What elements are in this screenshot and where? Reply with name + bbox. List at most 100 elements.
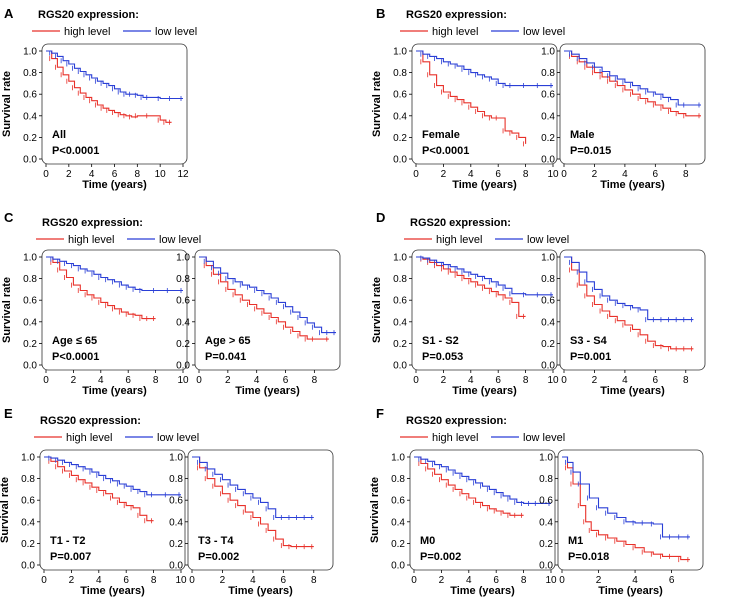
plot-frame xyxy=(411,249,558,371)
x-tick-label: 8 xyxy=(683,169,689,180)
subgroup-label: T1 - T2 xyxy=(50,535,85,547)
p-value-label: P=0.053 xyxy=(422,351,463,363)
x-axis-label: Time (years) xyxy=(82,179,147,191)
x-tick-label: 10 xyxy=(547,375,559,386)
p-value-label: P<0.0001 xyxy=(52,351,99,363)
legend-low-label: low level xyxy=(157,432,199,444)
km-panel-D: 0.0 0.2 0.4 0.6 0.8 1.0 0 2 4 6 8 10 Time (years) Sur… xyxy=(371,249,559,397)
x-tick-label: 2 xyxy=(439,575,445,586)
p-value-label: P=0.018 xyxy=(568,551,609,563)
y-tick-label: 0.4 xyxy=(23,111,37,122)
p-value-label: P=0.015 xyxy=(570,145,611,157)
x-tick-label: 10 xyxy=(547,169,559,180)
km-panel-C: 0.0 0.2 0.4 0.6 0.8 1.0 0 2 4 6 8 10 Time (years) Sur… xyxy=(1,249,189,397)
y-tick-label: 0.2 xyxy=(393,133,407,144)
km-panel-E: 0.0 0.2 0.4 0.6 0.8 1.0 0 2 4 6 8 10 Time (years) Sur… xyxy=(0,449,187,597)
y-tick-label: 0.2 xyxy=(539,539,553,550)
x-tick-label: 0 xyxy=(41,575,47,586)
x-axis-label: Time (years) xyxy=(82,385,147,397)
y-tick-label: 0.8 xyxy=(21,474,35,485)
y-tick-label: 0.2 xyxy=(541,133,555,144)
x-tick-label: 6 xyxy=(495,169,501,180)
km-curve-low xyxy=(562,456,690,538)
x-tick-label: 6 xyxy=(112,169,118,180)
y-tick-label: 0.8 xyxy=(393,68,407,79)
y-tick-label: 0.6 xyxy=(541,90,555,101)
panel-letter-A: A xyxy=(4,6,14,21)
y-tick-label: 0.8 xyxy=(169,474,183,485)
x-tick-label: 0 xyxy=(411,575,417,586)
x-axis-label: Time (years) xyxy=(600,179,665,191)
y-tick-label: 0.8 xyxy=(539,474,553,485)
y-axis-label: Survival rate xyxy=(1,277,13,343)
x-tick-label: 2 xyxy=(225,375,231,386)
y-tick-label: 0.4 xyxy=(393,317,407,328)
x-tick-label: 2 xyxy=(441,169,447,180)
y-tick-label: 1.0 xyxy=(176,253,190,264)
y-tick-label: 0.2 xyxy=(21,539,35,550)
y-tick-label: 0.8 xyxy=(391,474,405,485)
x-tick-label: 4 xyxy=(89,169,95,180)
y-tick-label: 0.0 xyxy=(541,155,555,166)
plot-frame xyxy=(559,43,706,165)
x-tick-label: 8 xyxy=(683,375,689,386)
km-panel-E2: 0.0 0.2 0.4 0.6 0.8 1.0 0 2 4 6 8 Time (years) T3 - … xyxy=(169,449,334,597)
y-tick-label: 1.0 xyxy=(23,47,37,58)
x-tick-label: 10 xyxy=(175,575,187,586)
y-tick-label: 0.0 xyxy=(539,561,553,572)
p-value-label: P=0.007 xyxy=(50,551,91,563)
x-tick-label: 0 xyxy=(413,169,419,180)
legend-low-label: low level xyxy=(155,26,197,38)
km-curve-low xyxy=(44,456,181,496)
panel-letter-F: F xyxy=(376,406,384,421)
x-axis-label: Time (years) xyxy=(452,179,517,191)
km-curve-high xyxy=(416,256,526,317)
y-tick-label: 1.0 xyxy=(539,453,553,464)
y-tick-label: 0.6 xyxy=(391,496,405,507)
y-axis-label: Survival rate xyxy=(0,477,11,543)
y-tick-label: 0.0 xyxy=(176,361,190,372)
km-panel-F: 0.0 0.2 0.4 0.6 0.8 1.0 0 2 4 6 8 10 Time (years) Sur… xyxy=(369,449,557,597)
p-value-label: P=0.041 xyxy=(205,351,246,363)
y-tick-label: 0.0 xyxy=(21,561,35,572)
km-curve-low xyxy=(192,456,314,519)
y-tick-label: 0.0 xyxy=(393,155,407,166)
km-curve-low xyxy=(564,256,694,321)
y-tick-label: 0.6 xyxy=(176,296,190,307)
x-tick-label: 0 xyxy=(559,575,565,586)
x-tick-label: 0 xyxy=(196,375,202,386)
y-tick-label: 0.2 xyxy=(391,539,405,550)
y-tick-label: 0.0 xyxy=(169,561,183,572)
p-value-label: P=0.002 xyxy=(420,551,461,563)
y-tick-label: 0.4 xyxy=(23,317,37,328)
km-curve-low xyxy=(416,50,553,87)
x-tick-label: 0 xyxy=(43,169,49,180)
km-panel-D2: 0.0 0.2 0.4 0.6 0.8 1.0 0 2 4 6 8 Time (years) S3 - … xyxy=(541,249,706,397)
p-value-label: P<0.0001 xyxy=(52,145,99,157)
legend-high-label: high level xyxy=(432,432,478,444)
legend-low-label: low level xyxy=(523,26,565,38)
legend-title: RGS20 expression: xyxy=(40,415,141,427)
x-tick-label: 4 xyxy=(250,575,256,586)
legend-low-label: low level xyxy=(527,234,569,246)
y-tick-label: 0.4 xyxy=(541,317,555,328)
y-tick-label: 0.4 xyxy=(21,517,35,528)
x-tick-label: 6 xyxy=(669,575,675,586)
x-tick-label: 10 xyxy=(177,375,189,386)
x-tick-label: 4 xyxy=(98,375,104,386)
x-tick-label: 4 xyxy=(468,375,474,386)
legend-title: RGS20 expression: xyxy=(406,415,507,427)
p-value-label: P=0.001 xyxy=(570,351,611,363)
x-tick-label: 8 xyxy=(523,169,529,180)
y-tick-label: 0.4 xyxy=(169,517,183,528)
legend-high-label: high level xyxy=(64,26,110,38)
y-tick-label: 0.8 xyxy=(23,274,37,285)
panel-letter-D: D xyxy=(376,210,385,225)
x-tick-label: 4 xyxy=(468,169,474,180)
y-tick-label: 0.8 xyxy=(541,68,555,79)
x-tick-label: 6 xyxy=(493,575,499,586)
km-panel-F2: 0.0 0.2 0.4 0.6 0.8 1.0 0 2 4 6 Time (years) M1 P=0.… xyxy=(539,449,704,597)
km-curve-high xyxy=(414,456,524,516)
x-axis-label: Time (years) xyxy=(235,385,300,397)
x-tick-label: 4 xyxy=(466,575,472,586)
